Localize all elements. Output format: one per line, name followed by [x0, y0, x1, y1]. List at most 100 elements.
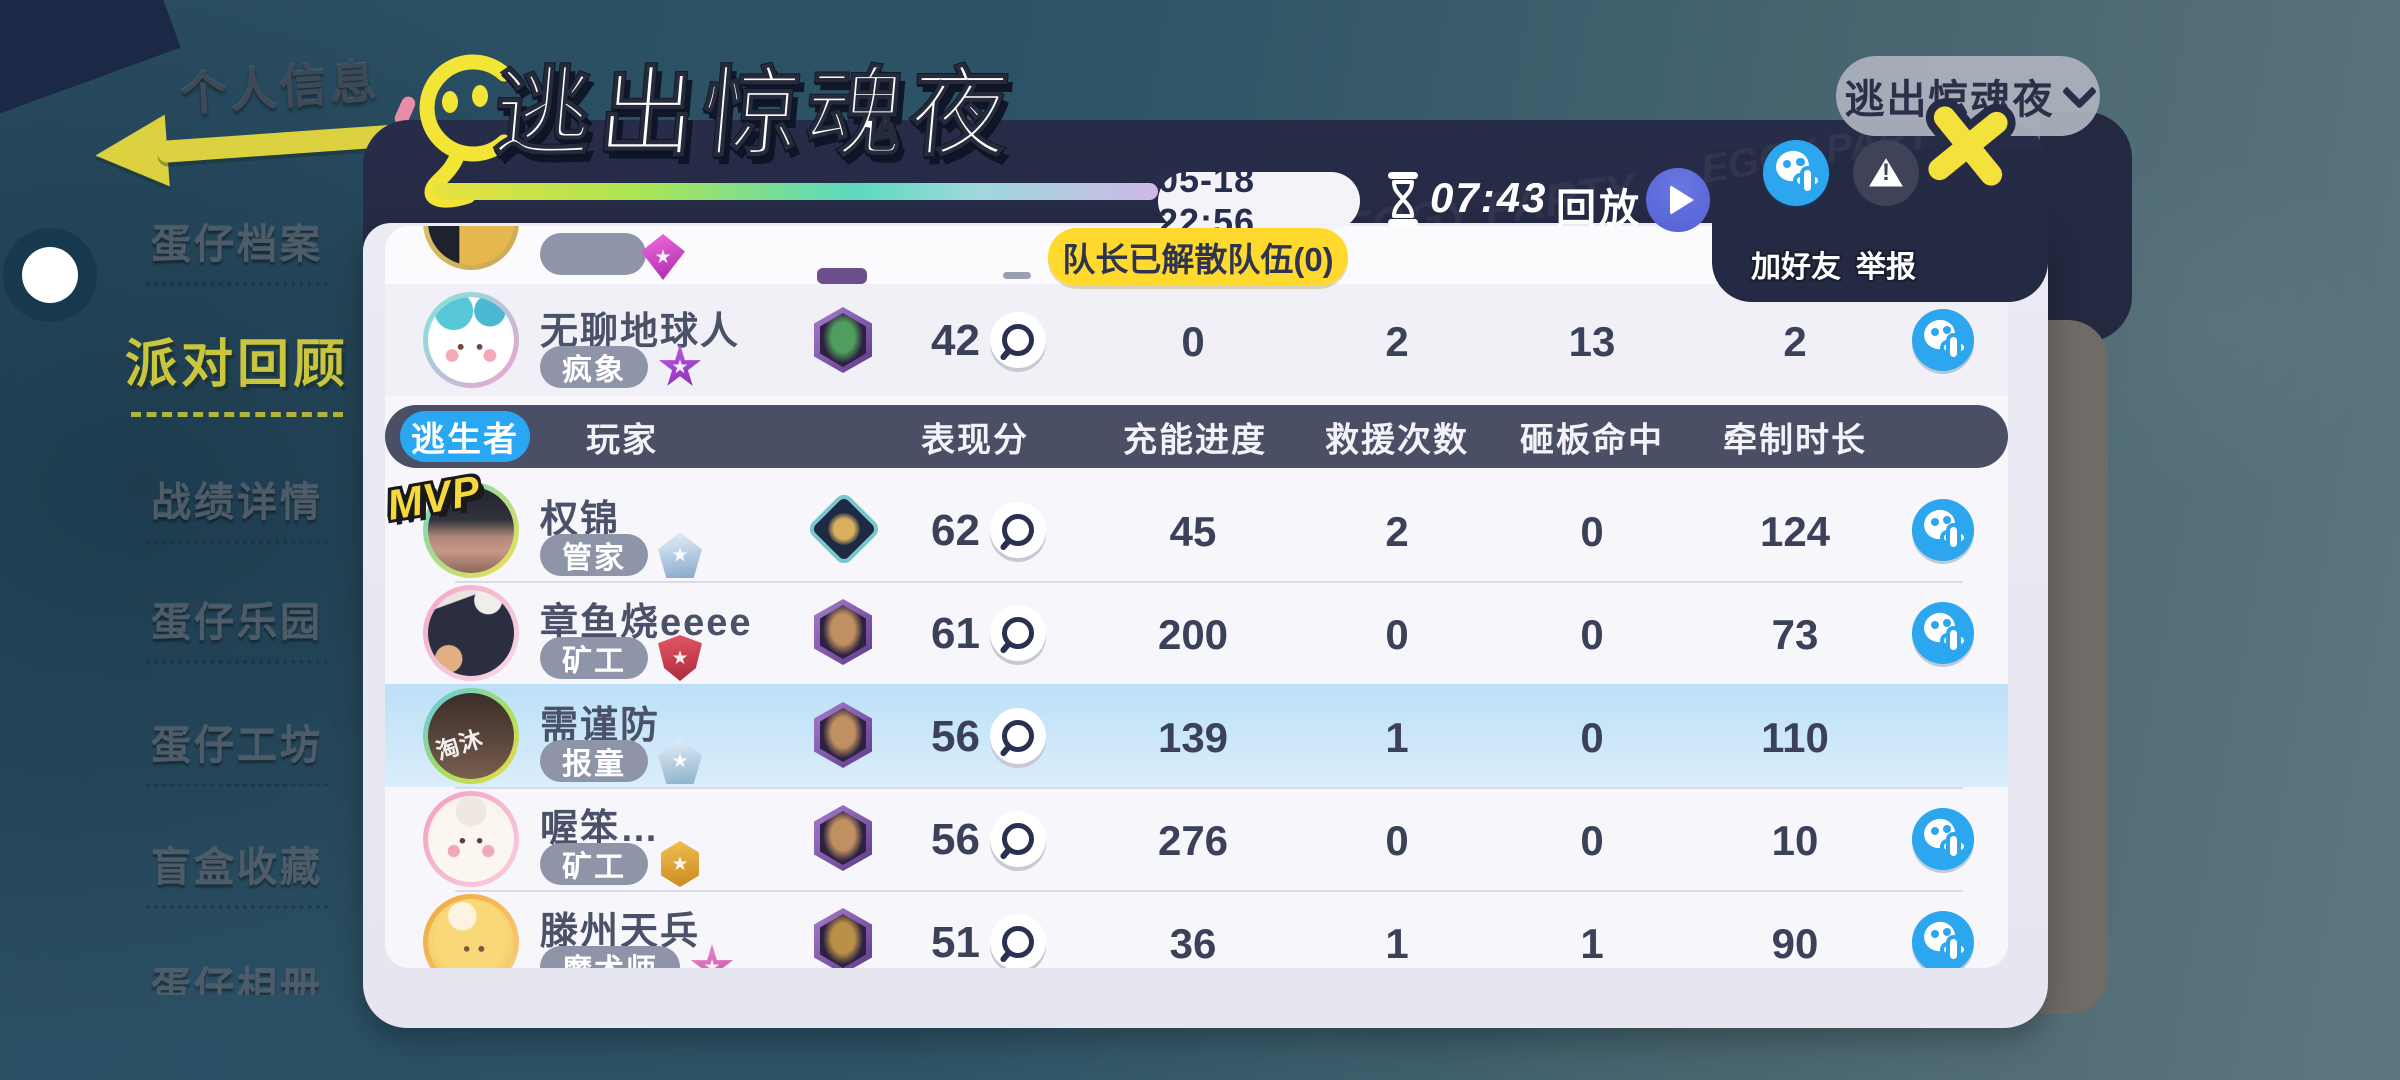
- row-divider: [455, 581, 1963, 583]
- rank-badge: [658, 635, 702, 681]
- report-label: 举报: [1856, 251, 1916, 284]
- rank-badge: [661, 841, 699, 887]
- avatar: 淘沐: [423, 688, 519, 784]
- stat-value: 0: [1580, 508, 1604, 555]
- column-header-restrain: 牵制时长: [1723, 421, 1867, 459]
- magnifier-icon: [1002, 720, 1034, 752]
- add-friend-button[interactable]: [1912, 499, 1974, 561]
- play-icon: [1669, 185, 1694, 215]
- table-row: 滕州天兵 魔术师 51 36 1 1 90: [385, 890, 2008, 968]
- add-friend-button[interactable]: [1912, 911, 1974, 968]
- stat-value: 90: [1771, 920, 1819, 967]
- stat-value: 200: [1157, 611, 1229, 658]
- stat-value: 0: [1385, 611, 1409, 658]
- magnifier-icon: [1002, 514, 1034, 546]
- sidebar-item-workshop[interactable]: 蛋仔工坊: [117, 713, 357, 787]
- avatar: [423, 292, 519, 388]
- match-duration: 07:43: [1430, 174, 1548, 221]
- magnifier-icon: [1002, 823, 1034, 855]
- avatar-watermark-text: 淘沐: [432, 724, 487, 765]
- stat-value: 1: [1385, 920, 1409, 967]
- character-badge: [814, 805, 872, 871]
- report-warning-icon: [1869, 158, 1903, 187]
- close-button[interactable]: [1913, 91, 2023, 201]
- column-header-player: 玩家: [586, 421, 658, 459]
- stat-value: 0: [1580, 611, 1604, 658]
- stat-value: 0: [1580, 817, 1604, 864]
- page-title: 逃出惊魂夜: [488, 57, 1020, 169]
- column-header-score: 表现分: [921, 421, 1029, 459]
- role-pill: 管家: [540, 534, 648, 576]
- magnifier-clipped: [1003, 272, 1031, 279]
- stat-value: 2: [1783, 318, 1807, 365]
- column-header-charge: 充能进度: [1123, 421, 1267, 459]
- stat-value: 139: [1157, 714, 1229, 761]
- stat-value: 36: [1169, 920, 1217, 967]
- row-divider: [455, 890, 1963, 892]
- rank-badge: [641, 234, 685, 280]
- table-row: 喔笨… 矿工 56 276 0 0 10: [385, 787, 2008, 890]
- match-date: 05-18 22:56: [1158, 159, 1360, 242]
- stat-value: 110: [1761, 714, 1829, 761]
- team-disband-banner: 队长已解散队伍(0): [1048, 228, 1348, 286]
- sidebar-item-battle-detail[interactable]: 战绩详情: [117, 470, 357, 544]
- role-pill: 矿工: [540, 843, 648, 885]
- inspect-button[interactable]: [990, 811, 1046, 867]
- sidebar-item-album-label: 蛋仔相册: [151, 966, 323, 995]
- camera-notch: [22, 247, 78, 303]
- eye-dot: [1796, 157, 1805, 167]
- score-value: 62: [931, 506, 980, 555]
- sidebar-item-album-clipped[interactable]: 蛋仔相册: [117, 955, 357, 995]
- stacked-card-dark: [2040, 112, 2132, 342]
- magnifier-icon: [1002, 617, 1034, 649]
- title-underline: [432, 183, 1158, 200]
- stacked-card-gray: [2040, 320, 2108, 1014]
- add-friend-header-button[interactable]: [1763, 140, 1829, 206]
- inspect-button[interactable]: [990, 708, 1046, 764]
- table-row-self: 淘沐 需谨防 报童 56 139 1 0 110: [385, 684, 2008, 787]
- stat-value: 2: [1385, 508, 1409, 555]
- role-pill: 魔术师: [540, 946, 680, 968]
- stat-value: 1: [1580, 920, 1604, 967]
- tab-escaper[interactable]: 逃生者: [400, 411, 530, 462]
- magnifier-icon: [1002, 324, 1034, 356]
- add-friend-button[interactable]: [1912, 602, 1974, 664]
- add-friend-label: 加好友: [1751, 251, 1841, 284]
- eye-dot: [1782, 159, 1792, 169]
- stat-value: 276: [1157, 817, 1229, 864]
- hunter-row: 无聊地球人 疯象 42 0 2 13 2: [385, 284, 2008, 396]
- inspect-button[interactable]: [990, 914, 1046, 968]
- add-friend-button[interactable]: [1912, 309, 1974, 371]
- add-friend-button[interactable]: [1912, 808, 1974, 870]
- sidebar-item-archive[interactable]: 蛋仔档案: [117, 212, 357, 286]
- avatar: [423, 585, 519, 681]
- stat-value: 45: [1169, 508, 1217, 555]
- role-pill: 矿工: [540, 637, 648, 679]
- rank-badge: [658, 344, 702, 386]
- table-row: MVP 权锦 管家 62 45 2 0 124: [385, 466, 2008, 581]
- magnifier-icon: [1002, 926, 1034, 958]
- sidebar-item-party-review[interactable]: 派对回顾: [97, 322, 377, 417]
- stat-value: 10: [1771, 817, 1819, 864]
- replay-play-button[interactable]: [1646, 168, 1710, 232]
- stat-value: 0: [1385, 817, 1409, 864]
- sidebar-item-blindbox[interactable]: 盲盒收藏: [117, 835, 357, 909]
- inspect-button[interactable]: [990, 502, 1046, 558]
- sidebar-item-eggy-park[interactable]: 蛋仔乐园: [117, 590, 357, 664]
- stat-value: 0: [1580, 714, 1604, 761]
- rank-badge: [658, 738, 702, 784]
- table-row: 章鱼烧eeee 矿工 61 200 0 0 73: [385, 581, 2008, 684]
- stat-value: 73: [1771, 611, 1819, 658]
- role-badge-clipped: [817, 268, 867, 284]
- rank-badge: [658, 532, 702, 578]
- avatar: [423, 791, 519, 887]
- inspect-button[interactable]: [990, 312, 1046, 368]
- hourglass-icon: [1388, 172, 1418, 226]
- inspect-button[interactable]: [990, 605, 1046, 661]
- chevron-down-icon: [2061, 73, 2097, 109]
- report-button[interactable]: [1853, 140, 1919, 206]
- replay-label[interactable]: 回放: [1556, 187, 1642, 231]
- role-pill: 疯象: [540, 346, 648, 388]
- row-divider: [455, 787, 1963, 789]
- score-value: 61: [931, 609, 980, 658]
